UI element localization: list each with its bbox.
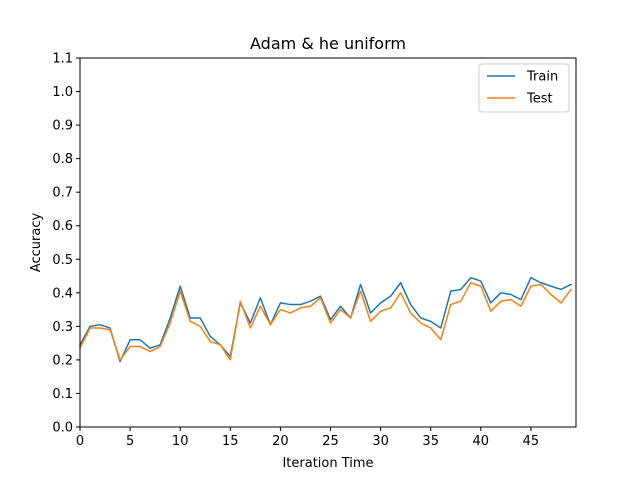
- y-tick-label: 0.4: [52, 286, 73, 301]
- x-tick-label: 15: [222, 434, 239, 449]
- x-tick-label: 5: [126, 434, 134, 449]
- chart-title: Adam & he uniform: [250, 34, 406, 53]
- y-tick-label: 0.0: [52, 421, 73, 436]
- y-tick-label: 1.1: [52, 52, 73, 67]
- x-tick-label: 0: [76, 434, 84, 449]
- x-tick-label: 25: [322, 434, 339, 449]
- y-tick-label: 0.7: [52, 186, 73, 201]
- x-tick-label: 35: [422, 434, 439, 449]
- x-tick-label: 10: [172, 434, 189, 449]
- y-tick-label: 0.1: [52, 387, 73, 402]
- y-tick-label: 0.8: [52, 152, 73, 167]
- x-tick-label: 20: [272, 434, 289, 449]
- y-tick-label: 1.0: [52, 85, 73, 100]
- plot-frame: [79, 57, 577, 428]
- legend-label-train: Train: [526, 70, 558, 85]
- y-axis-label: Accuracy: [29, 213, 44, 273]
- y-tick-label: 0.3: [52, 320, 73, 335]
- x-tick-label: 40: [473, 434, 490, 449]
- y-tick-label: 0.6: [52, 219, 73, 234]
- x-axis-label: Iteration Time: [282, 456, 373, 471]
- y-tick-label: 0.9: [52, 119, 73, 134]
- y-axis-ticks: 0.0 0.1 0.2 0.3 0.4 0.5 0.6 0.7 0.8 0.9 1.0 1.1: [52, 52, 80, 436]
- x-tick-label: 45: [523, 434, 540, 449]
- x-axis-ticks: 0 5 10 15 20 25 30 35 40 45: [76, 427, 539, 449]
- series-line-train: [78, 276, 572, 363]
- series-layer: [78, 276, 573, 363]
- legend-label-test: Test: [526, 92, 553, 107]
- y-tick-label: 0.5: [52, 253, 73, 268]
- legend: Train Test: [478, 63, 570, 113]
- y-tick-label: 0.2: [52, 353, 73, 368]
- x-tick-label: 30: [372, 434, 389, 449]
- series-line-test: [78, 282, 573, 361]
